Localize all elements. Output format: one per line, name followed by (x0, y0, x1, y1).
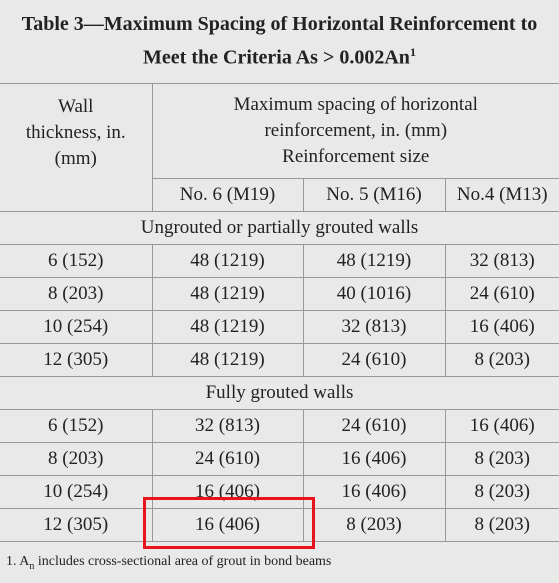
data-row: 10 (254) 48 (1219) 32 (813) 16 (406) (0, 310, 559, 344)
spacing-cell: 24 (610) (302, 343, 446, 377)
spacing-cell: 24 (610) (151, 442, 304, 476)
spacing-cell: 48 (1219) (151, 310, 304, 344)
spacing-cell: 48 (1219) (302, 244, 446, 278)
footnote-symbol: A (19, 554, 30, 569)
section-title: Ungrouted or partially grouted walls (0, 211, 559, 245)
data-row: 8 (203) 24 (610) 16 (406) 8 (203) (0, 442, 559, 476)
wall-thickness: 10 (254) (0, 310, 153, 344)
spacing-heading: Maximum spacing of horizontal reinforcem… (233, 94, 478, 141)
section-title: Fully grouted walls (0, 376, 559, 410)
header-row: Wall thickness, in. (mm) Maximum spacing… (0, 84, 559, 212)
spacing-cell: 8 (203) (444, 442, 559, 476)
table-title: Table 3—Maximum Spacing of Horizontal Re… (0, 0, 559, 84)
footnote-text: includes cross-sectional area of grout i… (37, 554, 332, 569)
wall-thickness: 8 (203) (0, 277, 153, 311)
spacing-cell: 16 (406) (151, 475, 304, 509)
wall-thickness: 8 (203) (0, 442, 153, 476)
size-heading: Reinforcement size (282, 146, 430, 167)
title-superscript: 1 (409, 45, 416, 59)
footnote-subscript: n (29, 560, 35, 572)
spacing-cell: 16 (406) (302, 442, 446, 476)
data-row: 12 (305) 48 (1219) 24 (610) 8 (203) (0, 343, 559, 377)
spacing-cell: 32 (813) (302, 310, 446, 344)
spacing-cell: 8 (203) (302, 508, 446, 542)
footnote-number: 1. (6, 554, 17, 569)
spacing-cell: 8 (203) (444, 343, 559, 377)
data-row: 6 (152) 48 (1219) 48 (1219) 32 (813) (0, 244, 559, 278)
footnote: 1. An includes cross-sectional area of g… (0, 547, 559, 582)
title-text: Table 3—Maximum Spacing of Horizontal Re… (21, 13, 538, 69)
wall-thickness: 10 (254) (0, 475, 153, 509)
data-row: 12 (305) 16 (406) 8 (203) 8 (203) (0, 508, 559, 542)
table-body: Wall thickness, in. (mm) Maximum spacing… (0, 84, 559, 542)
data-row: 6 (152) 32 (813) 24 (610) 16 (406) (0, 409, 559, 443)
spacing-cell: 8 (203) (444, 508, 559, 542)
spacing-cell: 24 (610) (302, 409, 446, 443)
wall-thickness: 12 (305) (0, 343, 153, 377)
spacing-cell: 40 (1016) (302, 277, 446, 311)
column-header: No.4 (M13) (444, 178, 559, 212)
spacing-table: Wall thickness, in. (mm) Maximum spacing… (0, 84, 559, 542)
wall-thickness: 6 (152) (0, 244, 153, 278)
spacing-cell: 8 (203) (444, 475, 559, 509)
highlight-box (143, 497, 315, 549)
spacing-cell: 16 (406) (444, 409, 559, 443)
section-row: Fully grouted walls (0, 376, 559, 410)
spacing-cell: 48 (1219) (151, 343, 304, 377)
spacing-cell: 16 (406) (302, 475, 446, 509)
data-row: 8 (203) 48 (1219) 40 (1016) 24 (610) (0, 277, 559, 311)
wall-thickness: 6 (152) (0, 409, 153, 443)
column-header: No. 6 (M19) (152, 178, 304, 212)
data-row: 10 (254) 16 (406) 16 (406) 8 (203) (0, 475, 559, 509)
section-row: Ungrouted or partially grouted walls (0, 211, 559, 245)
spacing-cell: 48 (1219) (151, 244, 304, 278)
spacing-cell: 16 (406) (444, 310, 559, 344)
wall-thickness: 12 (305) (0, 508, 153, 542)
spacing-cell: 32 (813) (444, 244, 559, 278)
wall-header: Wall thickness, in. (mm) (0, 84, 153, 212)
column-header: No. 5 (M16) (302, 178, 446, 212)
spacing-header: Maximum spacing of horizontal reinforcem… (151, 84, 559, 179)
spacing-cell: 48 (1219) (151, 277, 304, 311)
column-header-row: No. 6 (M19) No. 5 (M16) No.4 (M13) (0, 178, 559, 212)
spacing-cell: 24 (610) (444, 277, 559, 311)
spacing-cell: 32 (813) (151, 409, 304, 443)
